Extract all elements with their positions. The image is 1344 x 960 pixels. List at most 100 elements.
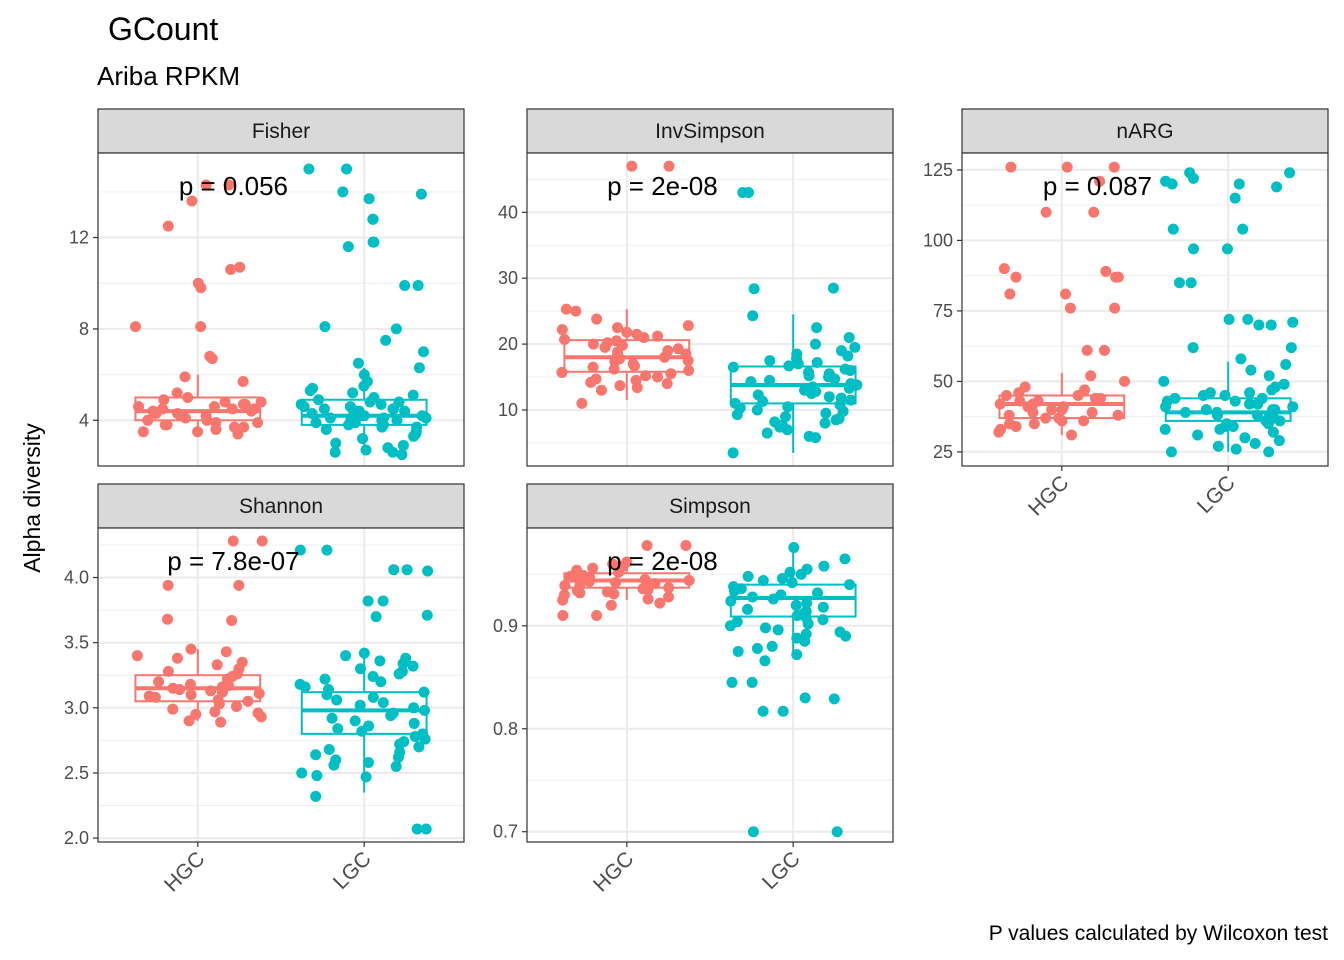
data-point-lgc xyxy=(330,437,342,449)
data-point-hgc xyxy=(162,579,174,591)
y-tick-label: 0.9 xyxy=(493,616,518,636)
data-point-hgc xyxy=(626,160,638,172)
data-point-lgc xyxy=(1229,395,1241,407)
data-point-hgc xyxy=(245,405,257,417)
data-point-lgc xyxy=(727,447,739,459)
data-point-lgc xyxy=(340,650,352,662)
data-point-hgc xyxy=(227,535,239,547)
data-point-lgc xyxy=(412,280,424,292)
data-point-hgc xyxy=(1064,302,1076,314)
data-point-lgc xyxy=(1160,401,1172,413)
x-tick-label: HGC xyxy=(160,847,209,896)
y-tick-label: 30 xyxy=(498,268,518,288)
strip-label: Shannon xyxy=(239,495,323,518)
data-point-lgc xyxy=(408,430,420,442)
data-point-hgc xyxy=(137,426,149,438)
data-point-lgc xyxy=(761,427,773,439)
data-point-lgc xyxy=(811,357,823,369)
data-point-lgc xyxy=(1251,409,1263,421)
data-point-hgc xyxy=(1094,175,1106,187)
y-tick-label: 12 xyxy=(69,228,89,248)
data-point-lgc xyxy=(788,542,800,554)
data-point-lgc xyxy=(1187,243,1199,255)
data-point-lgc xyxy=(360,444,372,456)
data-point-hgc xyxy=(585,376,597,388)
data-point-lgc xyxy=(726,676,738,688)
data-point-lgc xyxy=(390,760,402,772)
data-point-lgc xyxy=(1179,406,1191,418)
data-point-hgc xyxy=(215,716,227,728)
data-point-lgc xyxy=(294,544,306,556)
data-point-hgc xyxy=(208,401,220,413)
data-point-hgc xyxy=(1061,161,1073,173)
data-point-lgc xyxy=(1287,401,1299,413)
data-point-hgc xyxy=(614,380,626,392)
data-point-lgc xyxy=(385,710,397,722)
data-point-lgc xyxy=(766,640,778,652)
data-point-hgc xyxy=(559,333,571,345)
data-point-lgc xyxy=(751,404,763,416)
data-point-lgc xyxy=(363,193,375,205)
data-point-lgc xyxy=(731,409,743,421)
data-point-lgc xyxy=(321,689,333,701)
data-point-lgc xyxy=(407,389,419,401)
data-point-hgc xyxy=(252,417,264,429)
data-point-lgc xyxy=(397,439,409,451)
data-point-lgc xyxy=(757,395,769,407)
facet-fisher: Fisher 4 8 12 p = 0.056 xyxy=(69,108,465,467)
data-point-lgc xyxy=(319,673,331,685)
data-point-lgc xyxy=(737,187,749,199)
data-point-hgc xyxy=(1046,404,1058,416)
data-point-hgc xyxy=(663,591,675,603)
data-point-lgc xyxy=(331,694,343,706)
data-point-lgc xyxy=(1249,437,1261,449)
data-point-lgc xyxy=(358,380,370,392)
data-point-lgc xyxy=(844,364,856,376)
data-point-hgc xyxy=(161,419,173,431)
data-point-hgc xyxy=(595,384,607,396)
data-point-hgc xyxy=(162,220,174,232)
y-axis-label: Alpha diversity xyxy=(19,423,45,573)
data-point-hgc xyxy=(1078,415,1090,427)
y-tick-label: 2.0 xyxy=(64,828,89,848)
x-tick-label: HGC xyxy=(1024,471,1073,520)
data-point-lgc xyxy=(828,693,840,705)
data-point-hgc xyxy=(631,382,643,394)
data-point-lgc xyxy=(1239,432,1251,444)
data-point-hgc xyxy=(1040,206,1052,218)
data-point-lgc xyxy=(791,649,803,661)
data-point-lgc xyxy=(342,241,354,253)
panel-border xyxy=(526,152,894,467)
data-point-lgc xyxy=(1159,423,1171,435)
x-tick-label: LGC xyxy=(1193,471,1240,518)
p-value-label: p = 2e-08 xyxy=(607,171,718,201)
data-point-hgc xyxy=(628,360,640,372)
data-point-lgc xyxy=(367,213,379,225)
data-point-lgc xyxy=(759,622,771,634)
data-point-hgc xyxy=(570,305,582,317)
data-point-hgc xyxy=(607,558,619,570)
data-point-lgc xyxy=(387,403,399,415)
y-tick-label: 100 xyxy=(923,230,953,250)
data-point-lgc xyxy=(1243,398,1255,410)
data-point-lgc xyxy=(795,568,807,580)
data-point-lgc xyxy=(818,560,830,572)
y-tick-label: 3.0 xyxy=(64,698,89,718)
data-point-hgc xyxy=(226,403,238,415)
data-point-lgc xyxy=(413,362,425,374)
data-point-lgc xyxy=(310,749,322,761)
data-point-lgc xyxy=(1245,364,1257,376)
data-point-hgc xyxy=(1072,390,1084,402)
data-point-hgc xyxy=(1028,418,1040,430)
strip-label: InvSimpson xyxy=(655,120,765,143)
facet-narg: nARG 25 50 75 100 125 p = 0.087 HGC LGC xyxy=(923,108,1329,521)
y-tick-label: 4 xyxy=(79,410,89,430)
strip-invsimpson xyxy=(526,108,894,154)
data-point-hgc xyxy=(680,540,692,552)
data-point-lgc xyxy=(772,624,784,636)
data-point-hgc xyxy=(665,368,677,380)
data-point-hgc xyxy=(179,412,191,424)
data-point-hgc xyxy=(994,398,1006,410)
data-point-hgc xyxy=(130,321,142,333)
data-point-lgc xyxy=(407,660,419,672)
